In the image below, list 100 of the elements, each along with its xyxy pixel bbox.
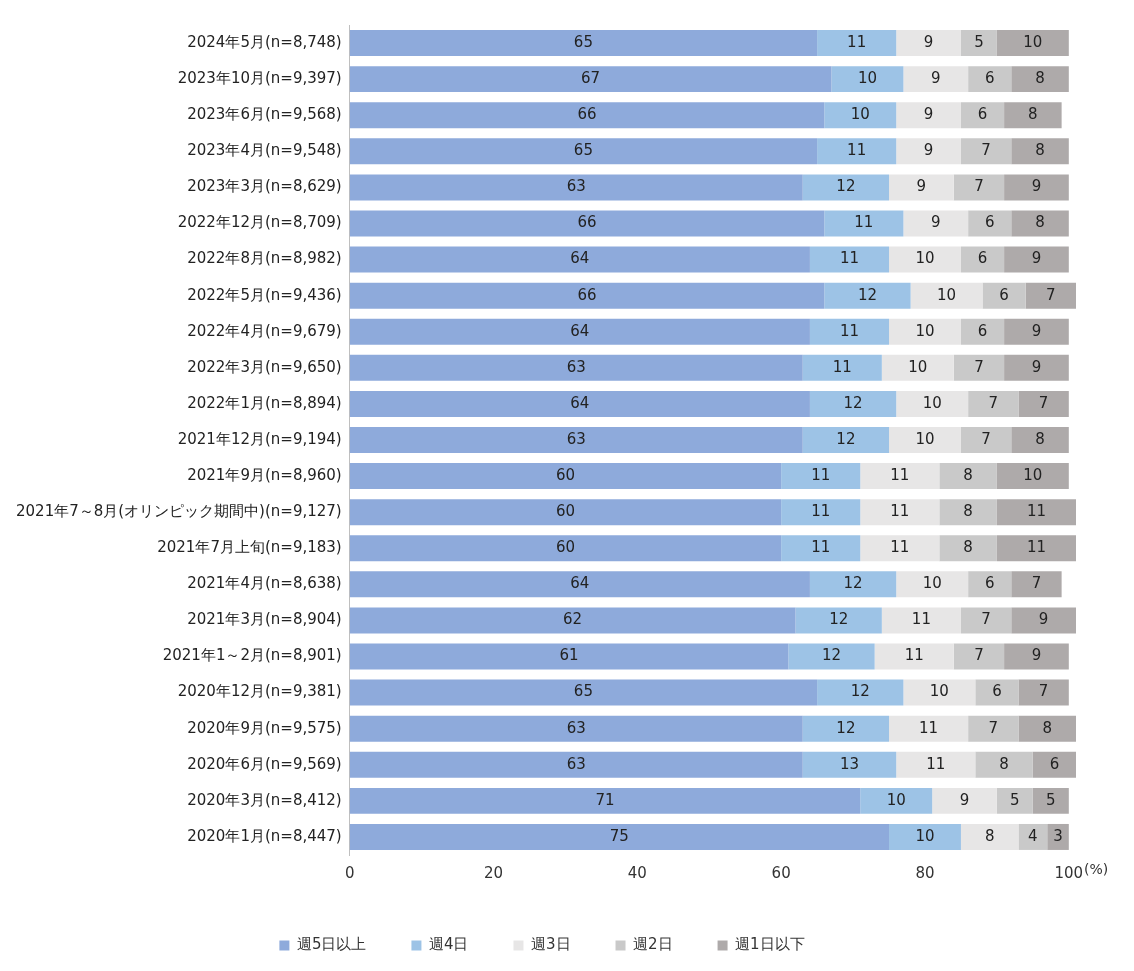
bar (802, 354, 882, 381)
y-tick-label: 2021年9月(n=8,960) (187, 465, 342, 484)
data-label: 10 (850, 105, 870, 124)
bar (896, 390, 969, 417)
y-tick-label: 2021年1～2月(n=8,901) (162, 646, 342, 665)
bar (824, 210, 904, 237)
data-label: 8 (1028, 105, 1038, 124)
bar (960, 246, 1005, 273)
bar (781, 499, 861, 526)
bar (968, 210, 1012, 237)
bar (996, 535, 1076, 562)
y-tick-label: 2022年3月(n=9,650) (187, 357, 342, 376)
data-label: 12 (836, 177, 856, 196)
data-label: 9 (1031, 177, 1042, 196)
data-label: 11 (1026, 502, 1046, 521)
bar (349, 30, 818, 57)
bar (996, 787, 1033, 814)
data-label: 7 (988, 718, 999, 737)
data-label: 64 (570, 574, 590, 593)
data-label: 60 (555, 538, 575, 557)
bar (1011, 66, 1069, 93)
data-label: 75 (609, 826, 629, 845)
y-tick-label: 2022年12月(n=8,709) (177, 213, 342, 232)
data-label: 10 (857, 69, 877, 88)
bar (349, 66, 832, 93)
data-label: 9 (959, 790, 970, 809)
data-label: 9 (931, 213, 941, 232)
data-label: 10 (908, 357, 928, 376)
data-label: 7 (988, 393, 999, 412)
data-label: 11 (904, 646, 924, 665)
data-label: 9 (931, 69, 941, 88)
data-label: 11 (847, 32, 867, 51)
data-label: 12 (843, 574, 863, 593)
bar (968, 390, 1019, 417)
bar (831, 66, 904, 93)
data-label: 10 (886, 790, 906, 809)
data-label: 9 (1038, 610, 1049, 629)
legend-label: 週4日 (428, 935, 469, 954)
y-tick-label: 2021年4月(n=8,638) (187, 574, 342, 593)
bar (889, 823, 961, 850)
bar (1004, 102, 1062, 129)
y-tick-label: 2022年4月(n=9,679) (187, 321, 342, 340)
bar (1011, 210, 1069, 237)
data-label: 3 (1053, 826, 1063, 845)
data-label: 6 (1049, 754, 1060, 773)
bar (960, 607, 1012, 634)
bar (960, 427, 1012, 453)
x-tick-label: 20 (483, 863, 504, 882)
data-label: 13 (839, 754, 860, 773)
data-label: 11 (811, 502, 831, 521)
bar (889, 427, 961, 453)
data-label: 60 (555, 465, 575, 484)
bar (996, 30, 1069, 57)
data-label: 66 (577, 285, 597, 304)
data-label: 11 (919, 718, 939, 737)
data-label: 65 (573, 682, 593, 701)
data-label: 6 (992, 682, 1002, 701)
data-label: 5 (1010, 790, 1020, 809)
bar (903, 66, 969, 93)
data-label: 6 (984, 69, 995, 88)
data-label: 7 (1031, 574, 1042, 593)
data-label: 9 (1031, 321, 1042, 340)
bar (802, 715, 890, 742)
data-label: 63 (566, 429, 586, 448)
y-tick-label: 2023年3月(n=8,629) (187, 177, 342, 196)
data-label: 10 (915, 321, 935, 340)
data-label: 11 (1026, 538, 1046, 557)
bar (939, 463, 997, 490)
data-label: 10 (922, 393, 942, 412)
bar (889, 246, 961, 273)
bar (896, 30, 961, 57)
bar (349, 102, 825, 129)
data-label: 71 (595, 790, 615, 809)
data-label: 65 (573, 141, 593, 160)
bar (860, 787, 933, 814)
data-label: 8 (1035, 213, 1045, 232)
bar (960, 823, 1019, 850)
bar (349, 246, 810, 273)
data-label: 11 (926, 754, 946, 773)
data-label: 63 (566, 357, 586, 376)
bar (1004, 354, 1069, 381)
bar (817, 30, 897, 57)
bar (1004, 643, 1069, 670)
bar (802, 427, 890, 453)
y-tick-label: 2020年1月(n=8,447) (187, 826, 342, 845)
bar (939, 499, 997, 526)
bar (960, 138, 1012, 165)
data-label: 63 (566, 718, 586, 737)
data-label: 63 (566, 754, 586, 773)
bar (349, 715, 803, 742)
bar (1032, 751, 1076, 778)
bar (1018, 823, 1048, 850)
bar (824, 102, 897, 129)
bar (349, 571, 810, 598)
data-label: 66 (577, 105, 597, 124)
data-label: 8 (1042, 718, 1053, 737)
bar (824, 282, 911, 309)
data-label: 7 (1038, 393, 1049, 412)
bar (996, 499, 1076, 526)
data-label: 8 (1035, 69, 1045, 88)
